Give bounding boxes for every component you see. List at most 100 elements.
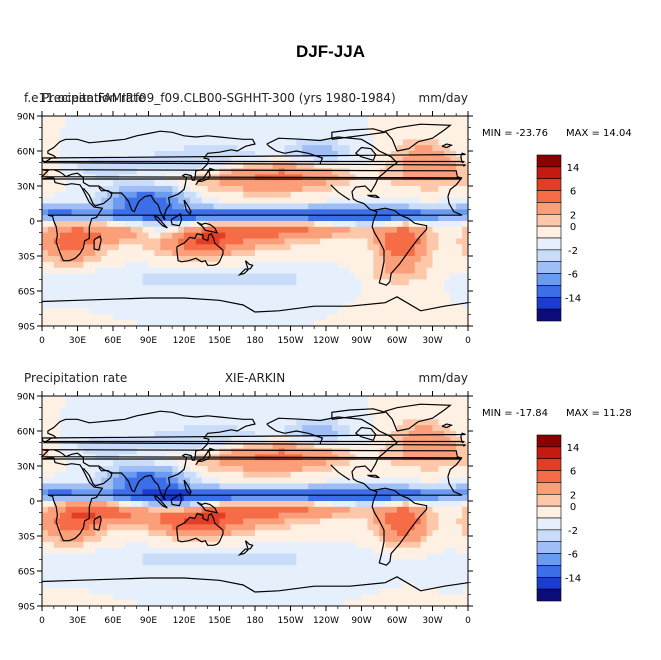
- field-cell: [59, 559, 67, 566]
- field-cell: [77, 244, 84, 251]
- field-cell: [414, 232, 422, 239]
- field-cell: [402, 221, 410, 228]
- field-cell: [331, 232, 339, 239]
- field-cell: [337, 139, 345, 146]
- field-cell: [391, 559, 398, 566]
- field-cell: [65, 442, 72, 449]
- field-cell: [124, 571, 132, 578]
- field-cell: [136, 530, 143, 537]
- field-cell: [302, 547, 309, 554]
- field-cell: [231, 197, 238, 204]
- field-cell: [166, 279, 173, 286]
- field-cell: [337, 116, 345, 123]
- field-cell: [308, 121, 315, 129]
- precip-field: [42, 396, 469, 607]
- field-cell: [225, 168, 232, 175]
- field-cell: [450, 133, 457, 140]
- field-cell: [95, 460, 102, 467]
- field-cell: [361, 232, 368, 239]
- field-cell: [184, 308, 191, 315]
- field-cell: [408, 553, 416, 560]
- field-cell: [184, 168, 191, 175]
- field-cell: [184, 448, 191, 455]
- field-cell: [284, 401, 291, 409]
- field-cell: [142, 151, 149, 158]
- field-cell: [178, 197, 185, 204]
- field-cell: [243, 308, 250, 315]
- field-cell: [260, 524, 268, 531]
- field-cell: [397, 279, 404, 286]
- field-cell: [408, 162, 416, 169]
- field-cell: [130, 180, 138, 187]
- field-cell: [160, 267, 167, 274]
- field-cell: [107, 238, 114, 245]
- field-cell: [213, 145, 220, 152]
- field-cell: [53, 530, 61, 537]
- field-cell: [118, 121, 126, 129]
- field-cell: [225, 541, 232, 549]
- field-cell: [402, 407, 410, 414]
- field-cell: [402, 308, 410, 315]
- field-cell: [426, 285, 433, 292]
- field-cell: [178, 221, 185, 228]
- field-cell: [290, 477, 297, 484]
- field-cell: [207, 116, 214, 123]
- field-cell: [385, 489, 392, 496]
- field-cell: [154, 524, 161, 531]
- field-cell: [397, 221, 404, 228]
- field-cell: [237, 512, 244, 519]
- field-cell: [207, 162, 214, 169]
- field-cell: [237, 296, 244, 304]
- field-cell: [130, 553, 138, 560]
- field-cell: [284, 226, 291, 234]
- field-cell: [361, 139, 368, 146]
- colorbar-box: [536, 249, 562, 263]
- field-cell: [154, 250, 161, 257]
- field-cell: [260, 495, 268, 502]
- field-cell: [184, 256, 191, 263]
- field-cell: [225, 536, 232, 543]
- field-cell: [414, 145, 422, 152]
- field-cell: [101, 401, 108, 409]
- field-cell: [59, 425, 67, 432]
- field-cell: [272, 133, 280, 140]
- field-cell: [225, 151, 232, 158]
- field-cell: [148, 191, 155, 199]
- field-cell: [255, 203, 262, 210]
- field-cell: [308, 145, 315, 152]
- field-cell: [189, 506, 197, 514]
- field-cell: [343, 232, 351, 239]
- field-cell: [101, 320, 108, 327]
- field-cell: [444, 168, 451, 175]
- field-cell: [373, 151, 380, 158]
- field-cell: [148, 221, 155, 228]
- field-cell: [397, 396, 404, 403]
- field-cell: [166, 308, 173, 315]
- field-cell: [266, 226, 274, 234]
- field-cell: [391, 419, 398, 426]
- field-cell: [397, 501, 404, 508]
- field-cell: [296, 256, 303, 263]
- field-cell: [42, 314, 49, 321]
- field-cell: [391, 279, 398, 286]
- field-cell: [326, 407, 333, 414]
- field-cell: [260, 501, 268, 508]
- field-cell: [414, 279, 422, 286]
- field-cell: [326, 250, 333, 257]
- field-cell: [373, 518, 380, 525]
- field-cell: [172, 396, 179, 403]
- field-cell: [361, 151, 368, 158]
- field-cell: [397, 308, 404, 315]
- field-cell: [343, 471, 351, 479]
- field-cell: [456, 238, 463, 245]
- field-cell: [284, 471, 291, 479]
- field-cell: [124, 180, 132, 187]
- field-cell: [59, 215, 67, 222]
- field-cell: [272, 518, 280, 525]
- field-cell: [408, 180, 416, 187]
- field-cell: [397, 466, 404, 473]
- field-cell: [201, 127, 209, 134]
- field-cell: [154, 244, 161, 251]
- field-cell: [195, 489, 203, 496]
- field-cell: [118, 559, 126, 566]
